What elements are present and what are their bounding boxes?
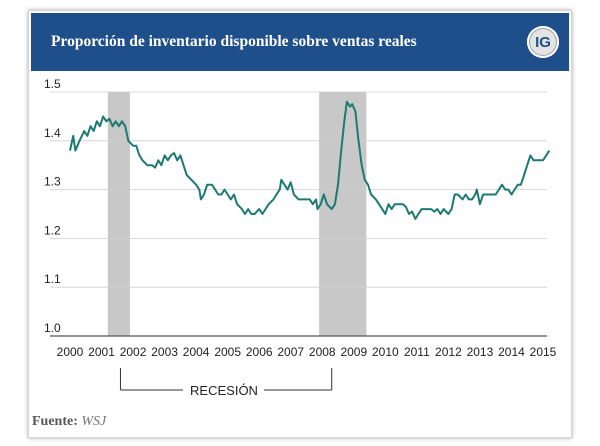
- y-tick-label: 1.1: [44, 272, 61, 286]
- x-tick-label: 2015: [530, 345, 557, 359]
- y-tick-label: 1.3: [44, 175, 61, 189]
- x-tick-label: 2012: [435, 345, 462, 359]
- x-tick-label: 2011: [404, 345, 430, 359]
- chart-header: Proporción de inventario disponible sobr…: [31, 13, 569, 71]
- source-value: WSJ: [81, 414, 107, 429]
- x-tick-label: 2002: [120, 345, 147, 359]
- recession-band-0: [107, 92, 130, 336]
- x-tick-label: 2010: [372, 345, 399, 359]
- x-tick-label: 2005: [214, 345, 241, 359]
- ig-logo-badge: IG: [527, 26, 559, 58]
- y-tick-label: 1.4: [44, 126, 61, 140]
- x-tick-label: 2008: [309, 345, 336, 359]
- x-tick-label: 2009: [340, 345, 367, 359]
- series-line-0: [69, 100, 551, 220]
- x-tick-label: 2001: [88, 345, 115, 359]
- x-tick-label: 2013: [467, 345, 494, 359]
- source-label: Fuente:: [32, 414, 78, 429]
- x-tick-label: 2007: [277, 345, 304, 359]
- y-tick-label: 1.0: [44, 321, 61, 335]
- source-note: Fuente: WSJ: [32, 414, 106, 430]
- x-tick-label: 2004: [183, 345, 210, 359]
- x-tick-label: 2006: [246, 345, 273, 359]
- x-tick-label: 2003: [151, 345, 178, 359]
- x-tick-label: 2000: [57, 345, 84, 359]
- recession-annotation-label: RECESIÓN: [190, 383, 258, 398]
- x-tick-label: 2014: [498, 345, 525, 359]
- y-tick-label: 1.5: [44, 77, 61, 91]
- chart-title: Proporción de inventario disponible sobr…: [51, 33, 417, 50]
- y-tick-label: 1.2: [44, 223, 61, 237]
